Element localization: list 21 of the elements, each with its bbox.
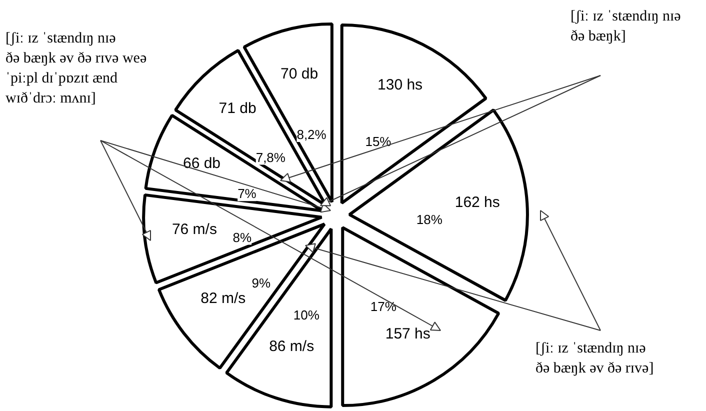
slice-label: 86 m/s bbox=[269, 338, 314, 356]
text: [ʃiː ɪz ˈstændɪŋ nɪə ðə bæŋk] bbox=[570, 8, 682, 44]
data-label: 9% bbox=[252, 276, 271, 291]
slice-label: 157 hs bbox=[385, 325, 430, 342]
data-label: 8% bbox=[232, 230, 252, 245]
text: [ʃiː ɪz ˈstændɪŋ nɪə ðə bæŋk əv ðə rɪvə] bbox=[536, 340, 654, 376]
slice-label: 71 db bbox=[218, 100, 256, 117]
data-label: 7,8% bbox=[256, 150, 286, 165]
text: [ʃiː ɪz ˈstændɪŋ nɪə ðə bæŋk əv ðə rɪvə weə ˈpiːpl dɪˈpɒzɪt ænd wɪðˈdrɔː mʌnɪ] bbox=[6, 30, 147, 106]
slice-label: 130 hs bbox=[378, 76, 423, 94]
data-label: 17% bbox=[370, 298, 397, 314]
data-label: 18% bbox=[416, 212, 443, 228]
slice-label: 70 db bbox=[280, 66, 318, 83]
data-label: 10% bbox=[293, 307, 320, 322]
data-label: 8,2% bbox=[296, 127, 327, 142]
slice-label: 66 db bbox=[182, 154, 221, 172]
data-label: 15% bbox=[365, 134, 392, 150]
slice-label: 76 m/s bbox=[172, 220, 217, 238]
slice-label: 162 hs bbox=[454, 194, 500, 212]
data-label: 7% bbox=[238, 186, 257, 202]
slice-label: 82 m/s bbox=[200, 290, 246, 308]
